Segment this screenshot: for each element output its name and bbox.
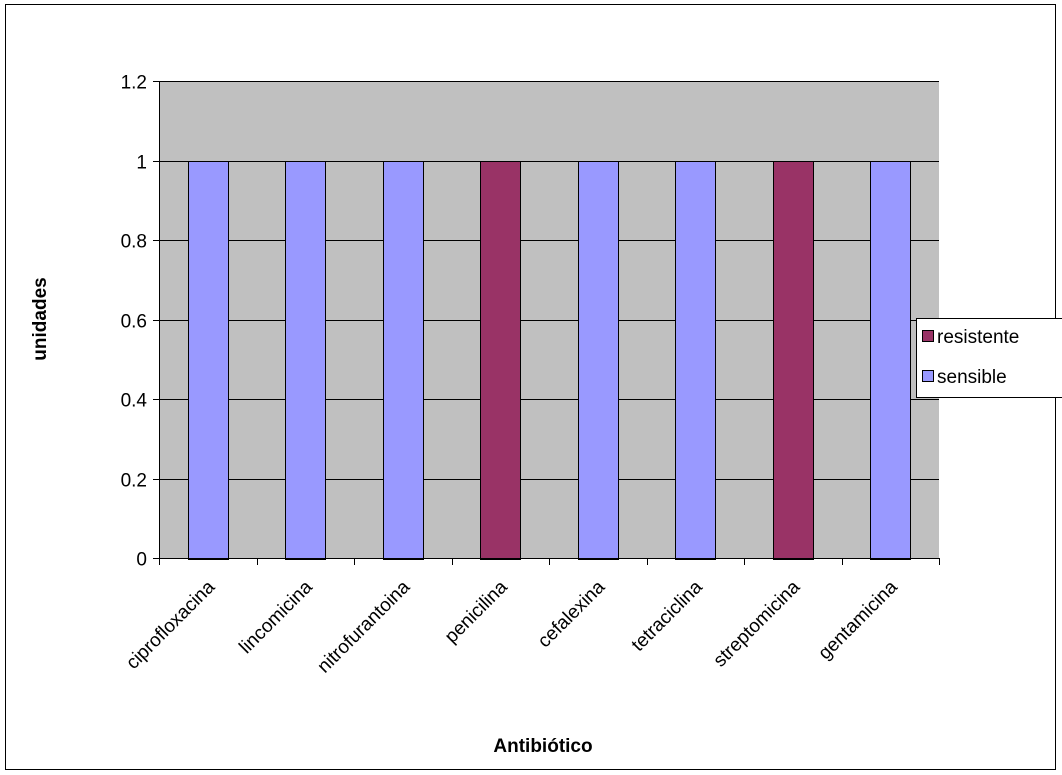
- y-tick-label: 0.6: [121, 312, 147, 333]
- y-tick-label: 0.8: [121, 232, 147, 253]
- legend-swatch-resistente: [922, 330, 934, 342]
- bar-tetraciclina-sensible: [675, 161, 716, 560]
- y-tick-label: 0.2: [121, 471, 147, 492]
- legend-label-resistente: resistente: [937, 327, 1019, 348]
- legend-box: [916, 318, 1062, 398]
- y-tick-label: 1: [136, 153, 147, 174]
- bar-penicilina-resistente: [480, 161, 521, 560]
- bars: [188, 161, 911, 560]
- legend: resistente sensible: [916, 318, 1062, 398]
- plot-background: [159, 81, 939, 558]
- legend-label-sensible: sensible: [937, 367, 1007, 388]
- y-axis-title: unidades: [30, 277, 51, 360]
- legend-swatch-sensible: [922, 370, 934, 382]
- y-tick-label: 1.2: [121, 73, 147, 94]
- plot-area: [159, 81, 939, 558]
- bar-lincomicina-sensible: [285, 161, 326, 560]
- x-axis-title: Antibiótico: [493, 736, 592, 757]
- y-tick-label: 0: [136, 550, 147, 571]
- bar-streptomicina-resistente: [773, 161, 814, 560]
- bar-nitrofurantoina-sensible: [383, 161, 424, 560]
- bar-ciprofloxacina-sensible: [188, 161, 229, 560]
- bar-gentamicina-sensible: [870, 161, 911, 560]
- bar-cefalexina-sensible: [578, 161, 619, 560]
- y-tick-label: 0.4: [121, 391, 148, 412]
